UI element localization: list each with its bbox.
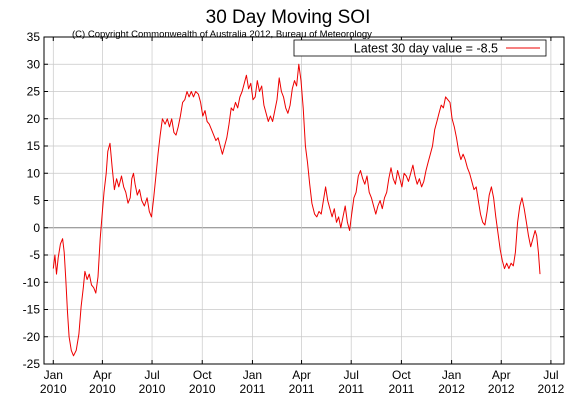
- x-tick-label-month: Jan: [243, 368, 262, 382]
- x-tick-label-year: 2012: [538, 382, 565, 396]
- legend-label: Latest 30 day value = -8.5: [354, 42, 498, 56]
- x-tick-label-year: 2012: [438, 382, 465, 396]
- x-tick-label-month: Apr: [292, 368, 311, 382]
- series-layer: [52, 63, 541, 357]
- x-tick-label-year: 2010: [40, 382, 67, 396]
- y-tick-label: 20: [27, 112, 41, 126]
- y-tick-label: 15: [27, 139, 41, 153]
- y-tick-label: 10: [27, 166, 41, 180]
- x-tick-label-month: Oct: [392, 368, 411, 382]
- y-tick-label: -15: [23, 303, 41, 317]
- x-tick-label-year: 2011: [289, 382, 315, 396]
- x-tick-label-month: Apr: [93, 368, 112, 382]
- y-tick-label: 5: [33, 194, 40, 208]
- copyright-notice: (C) Copyright Commonwealth of Australia …: [72, 29, 372, 40]
- y-tick-label: 25: [27, 85, 41, 99]
- grid: [44, 37, 564, 364]
- x-tick-label-month: Apr: [492, 368, 511, 382]
- chart-title: 30 Day Moving SOI: [206, 7, 371, 28]
- x-tick-label-year: 2011: [338, 382, 364, 396]
- x-tick-label-year: 2011: [240, 382, 266, 396]
- y-tick-label: -10: [23, 275, 41, 289]
- legend-box: [293, 39, 547, 57]
- x-tick-label-year: 2012: [488, 382, 515, 396]
- x-tick-label-month: Jul: [344, 368, 359, 382]
- y-tick-label: -25: [23, 357, 41, 371]
- x-tick-label-month: Jan: [44, 368, 63, 382]
- y-tick-label: -5: [29, 248, 40, 262]
- axis-ticks: 35302520151050-5-10-15-20-25Jan2010Apr20…: [23, 30, 565, 396]
- x-tick-label-month: Jan: [442, 368, 461, 382]
- x-tick-label-month: Oct: [193, 368, 212, 382]
- y-tick-label: 30: [27, 57, 41, 71]
- x-tick-label-year: 2010: [189, 382, 216, 396]
- legend: Latest 30 day value = -8.5: [293, 39, 547, 57]
- soi-series-line: [52, 63, 541, 357]
- y-tick-label: 35: [27, 30, 41, 44]
- x-tick-label-year: 2010: [89, 382, 116, 396]
- y-tick-label: -20: [23, 330, 41, 344]
- x-tick-label-year: 2010: [139, 382, 166, 396]
- x-tick-label-year: 2011: [388, 382, 414, 396]
- y-tick-label: 0: [33, 221, 40, 235]
- x-tick-label-month: Jul: [144, 368, 159, 382]
- x-tick-label-month: Jul: [543, 368, 558, 382]
